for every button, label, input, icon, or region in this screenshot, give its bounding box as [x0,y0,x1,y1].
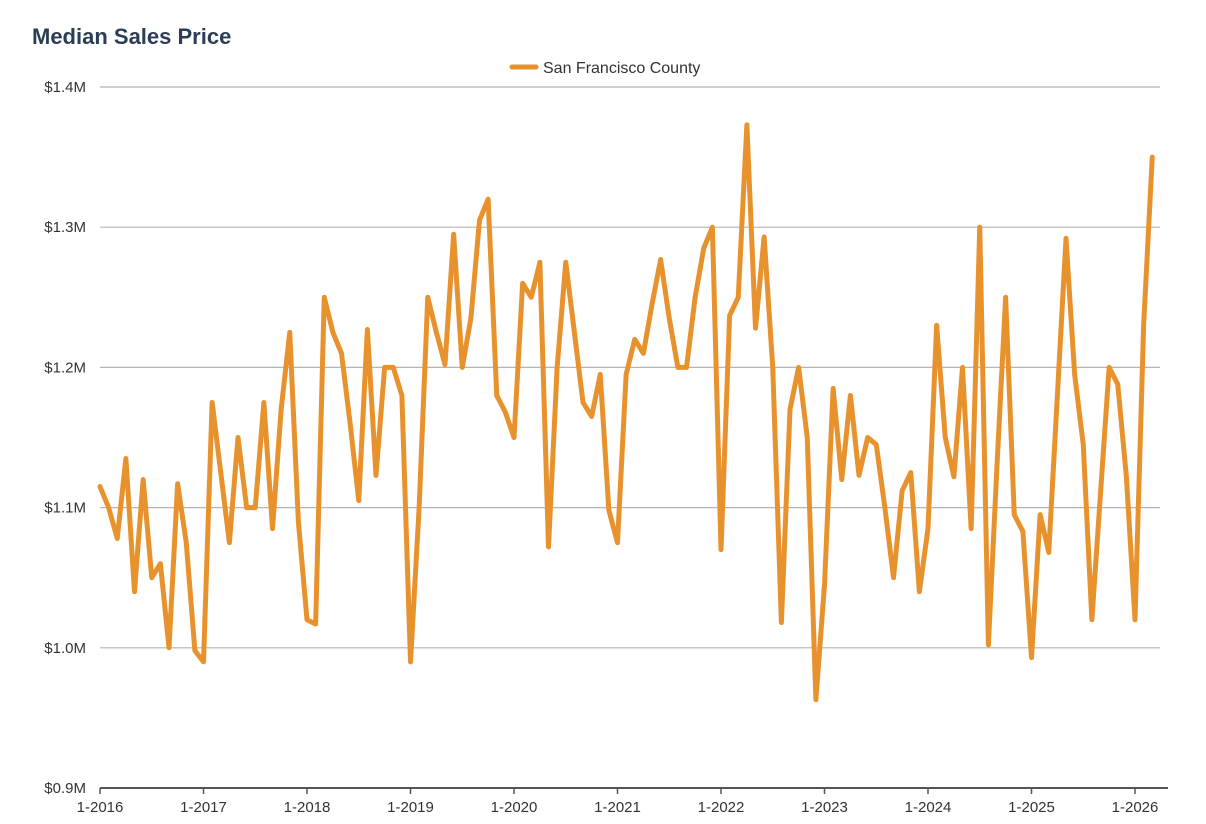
y-tick-label: $1.0M [44,640,86,657]
series-line-san-francisco-county[interactable] [97,122,1155,703]
y-tick-label: $1.1M [44,500,86,517]
x-tick-label: 1-2021 [594,799,641,816]
series-layer [97,122,1155,703]
x-tick-label: 1-2019 [387,799,434,816]
x-tick-label: 1-2025 [1008,799,1055,816]
x-tick-label: 1-2026 [1112,799,1159,816]
chart-title: Median Sales Price [32,24,232,49]
y-axis: $0.9M $1.0M $1.1M $1.2M $1.3M $1.4M [44,79,86,797]
legend[interactable]: San Francisco County [509,60,700,77]
x-tick-label: 1-2023 [801,799,848,816]
x-tick-label: 1-2016 [77,799,124,816]
legend-label[interactable]: San Francisco County [543,60,700,77]
x-tick-label: 1-2024 [905,799,952,816]
y-tick-label: $1.2M [44,359,86,376]
x-tick-label: 1-2020 [491,799,538,816]
x-tick-label: 1-2022 [698,799,745,816]
y-tick-label: $0.9M [44,780,86,797]
x-tick-label: 1-2018 [284,799,331,816]
x-axis: 1-2016 1-2017 1-2018 1-2019 1-2020 1-2021 1-20… [77,787,1168,816]
y-tick-label: $1.3M [44,219,86,236]
x-tick-label: 1-2017 [180,799,227,816]
y-tick-label: $1.4M [44,79,86,96]
